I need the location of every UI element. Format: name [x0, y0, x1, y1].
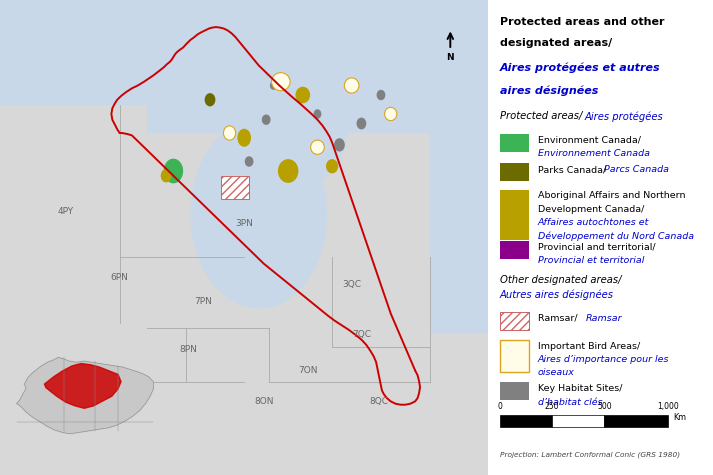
Text: 0: 0 — [497, 402, 502, 411]
Ellipse shape — [205, 93, 215, 106]
Text: Développement du Nord Canada: Développement du Nord Canada — [538, 231, 694, 241]
Text: 7PN: 7PN — [194, 297, 212, 306]
Bar — [605, 415, 668, 427]
Text: Aires protégées: Aires protégées — [585, 111, 664, 122]
Bar — [552, 415, 605, 427]
Ellipse shape — [190, 119, 327, 309]
Text: Aboriginal Affairs and Northern: Aboriginal Affairs and Northern — [538, 191, 685, 200]
Ellipse shape — [295, 86, 310, 104]
Text: Parks Canada/: Parks Canada/ — [538, 165, 609, 174]
Text: 500: 500 — [597, 402, 612, 411]
Ellipse shape — [237, 129, 251, 147]
Bar — [500, 340, 529, 372]
Ellipse shape — [245, 156, 254, 167]
Ellipse shape — [384, 107, 397, 121]
Ellipse shape — [311, 140, 324, 154]
Polygon shape — [17, 357, 153, 434]
Text: designated areas/: designated areas/ — [500, 38, 612, 48]
Text: N: N — [446, 53, 454, 62]
Bar — [500, 190, 529, 240]
Text: Other designated areas/: Other designated areas/ — [500, 275, 621, 285]
Text: 250: 250 — [545, 402, 559, 411]
Text: Key Habitat Sites/: Key Habitat Sites/ — [538, 384, 622, 393]
Bar — [500, 312, 529, 330]
Text: 8PN: 8PN — [179, 345, 197, 353]
Text: Environment Canada/: Environment Canada/ — [538, 136, 641, 145]
Text: 8QC: 8QC — [369, 397, 388, 406]
Bar — [500, 134, 529, 152]
Text: 8ON: 8ON — [254, 397, 274, 406]
Text: Parcs Canada: Parcs Canada — [604, 165, 669, 174]
Text: Projection: Lambert Conformal Conic (GRS 1980): Projection: Lambert Conformal Conic (GRS… — [500, 452, 679, 458]
Ellipse shape — [270, 81, 277, 90]
Bar — [500, 163, 529, 181]
Text: 11PN: 11PN — [91, 397, 114, 406]
Text: Provincial et territorial: Provincial et territorial — [538, 256, 644, 265]
Text: Aires d’importance pour les: Aires d’importance pour les — [538, 355, 670, 364]
Text: 3QC: 3QC — [342, 281, 361, 289]
Ellipse shape — [344, 78, 359, 93]
Text: 6PN: 6PN — [111, 274, 128, 282]
Ellipse shape — [326, 159, 338, 173]
Text: oiseaux: oiseaux — [538, 368, 575, 377]
Text: Affaires autochtones et: Affaires autochtones et — [538, 218, 650, 227]
Text: Provincial and territorial/: Provincial and territorial/ — [538, 243, 655, 252]
Text: Aires protégées et autres: Aires protégées et autres — [500, 62, 660, 73]
Text: 7QC: 7QC — [352, 331, 371, 339]
Text: d’habitat clés: d’habitat clés — [538, 398, 602, 407]
Text: 1,000: 1,000 — [657, 402, 679, 411]
Ellipse shape — [334, 138, 345, 152]
Ellipse shape — [356, 118, 366, 129]
Text: Km: Km — [674, 413, 687, 422]
Bar — [500, 382, 529, 400]
Ellipse shape — [272, 73, 290, 91]
Text: aires désignées: aires désignées — [500, 85, 598, 95]
Ellipse shape — [160, 169, 171, 182]
Ellipse shape — [262, 114, 270, 125]
Text: Environnement Canada: Environnement Canada — [538, 149, 650, 158]
Ellipse shape — [314, 109, 322, 119]
Ellipse shape — [278, 159, 299, 183]
Text: Development Canada/: Development Canada/ — [538, 205, 644, 214]
Bar — [500, 241, 529, 259]
Text: Ramsar/: Ramsar/ — [538, 314, 580, 323]
Text: 3PN: 3PN — [235, 219, 253, 228]
Text: Autres aires désignées: Autres aires désignées — [500, 289, 614, 300]
Ellipse shape — [227, 184, 237, 198]
Ellipse shape — [163, 159, 183, 183]
Bar — [0, 0, 147, 104]
Text: 4PY: 4PY — [58, 207, 74, 216]
Text: 7ON: 7ON — [298, 366, 317, 375]
Text: Important Bird Areas/: Important Bird Areas/ — [538, 342, 640, 351]
Text: Protected areas/: Protected areas/ — [500, 111, 585, 121]
Ellipse shape — [259, 81, 347, 185]
Bar — [500, 415, 552, 427]
Bar — [221, 176, 249, 199]
Bar — [430, 71, 488, 332]
Ellipse shape — [223, 126, 236, 140]
Bar — [147, 0, 488, 133]
Ellipse shape — [376, 90, 385, 100]
Polygon shape — [44, 363, 121, 408]
Text: Ramsar: Ramsar — [586, 314, 622, 323]
Text: Protected areas and other: Protected areas and other — [500, 17, 664, 27]
Bar — [500, 312, 529, 330]
